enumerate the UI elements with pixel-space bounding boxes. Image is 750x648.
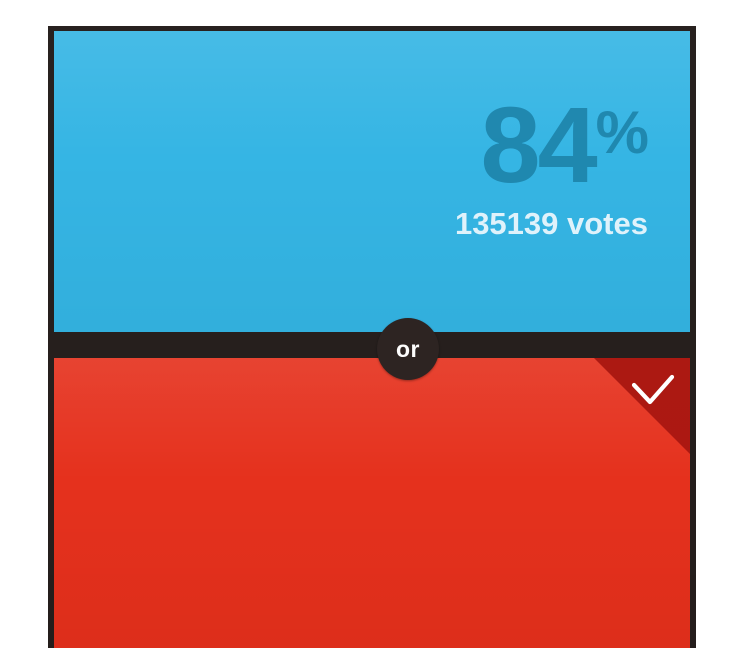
poll-option-a-votes-label: 135139 votes bbox=[454, 205, 648, 241]
poll-divider-or-badge: or bbox=[377, 318, 439, 380]
poll-option-a-percent-symbol: % bbox=[595, 99, 649, 166]
poll-option-b[interactable]: 16 % 25290 votes bbox=[54, 358, 690, 648]
poll-option-a-stats: 84 % 135139 votes bbox=[454, 84, 650, 241]
poll-divider-or-label: or bbox=[396, 335, 420, 362]
poll-option-a-percent-value: 84 bbox=[480, 84, 598, 205]
poll-option-a-percent: 84 % bbox=[455, 84, 650, 205]
poll-option-b-selected-ribbon bbox=[594, 358, 690, 454]
check-icon bbox=[631, 374, 675, 405]
ribbon-wedge bbox=[594, 358, 690, 454]
poll-card: 84 % 135139 votes 16 % 25290 votes bbox=[48, 26, 696, 648]
poll-option-a[interactable]: 84 % 135139 votes bbox=[54, 31, 690, 332]
